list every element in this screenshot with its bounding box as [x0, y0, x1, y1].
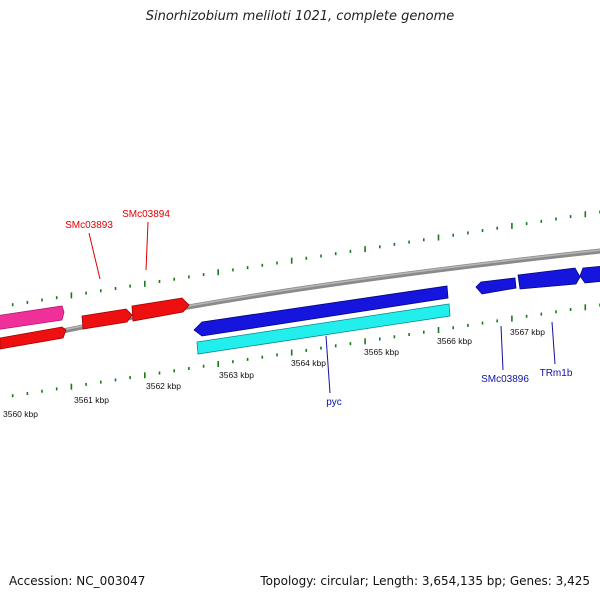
tick-marks [11, 210, 600, 398]
map-title: Sinorhizobium meliloti 1021, complete ge… [145, 9, 455, 24]
gene-label-smc03893[interactable]: SMc03893 [65, 220, 113, 231]
genome-summary: Topology: circular; Length: 3,654,135 bp… [260, 574, 590, 588]
leader-smc03894 [145, 221, 149, 271]
forward-strand-features [193, 265, 600, 355]
gene-arrow-smc03894[interactable] [131, 297, 190, 322]
gene-labels: SMc03893 SMc03894 pyc SMc03896 TRm1b [65, 209, 573, 408]
accession-label: Accession: NC_003047 [9, 574, 146, 588]
gene-label-leaders [88, 221, 556, 394]
gene-arrow-red-left[interactable] [0, 326, 67, 350]
gene-arrow-pink[interactable] [0, 305, 65, 330]
gene-arrow-smc03896[interactable] [475, 277, 517, 295]
cds-feature-pyc[interactable] [196, 303, 451, 355]
gene-arrow-trm1b[interactable] [517, 267, 581, 290]
scale-label: 3561 kbp [74, 395, 109, 405]
gene-label-pyc[interactable]: pyc [326, 397, 342, 408]
scale-label: 3566 kbp [437, 336, 472, 346]
scale-label: 3565 kbp [364, 347, 399, 357]
scale-label: 3562 kbp [146, 381, 181, 391]
gene-arrow-pyc[interactable] [193, 285, 449, 337]
reverse-strand-features [0, 297, 190, 350]
gene-label-smc03896[interactable]: SMc03896 [481, 374, 529, 385]
gene-label-trm1b[interactable]: TRm1b [540, 368, 573, 379]
leader-smc03893 [88, 232, 101, 280]
scale-label: 3560 kbp [3, 409, 38, 419]
gene-arrow-right-edge[interactable] [579, 265, 600, 284]
leader-trm1b [551, 321, 556, 365]
scale-label: 3567 kbp [510, 327, 545, 337]
leader-pyc [325, 335, 331, 394]
scale-label: 3564 kbp [291, 358, 326, 368]
gene-label-smc03894[interactable]: SMc03894 [122, 209, 170, 220]
scale-labels: 3560 kbp 3561 kbp 3562 kbp 3563 kbp 3564 kbp… [3, 327, 545, 419]
gene-arrow-smc03893[interactable] [81, 308, 133, 330]
leader-smc03896 [500, 325, 504, 371]
scale-label: 3563 kbp [219, 370, 254, 380]
